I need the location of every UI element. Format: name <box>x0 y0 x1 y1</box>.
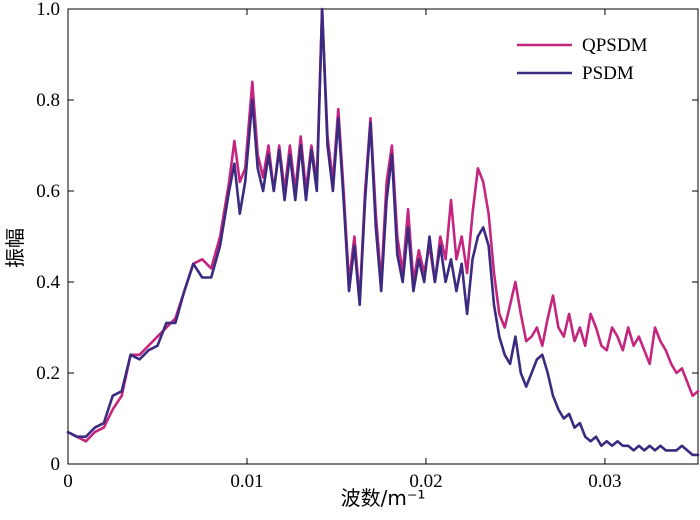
x-tick-label: 0.03 <box>588 471 621 492</box>
x-axis-title: 波数/m⁻¹ <box>341 486 426 510</box>
y-tick-label: 0.8 <box>36 90 60 111</box>
legend-label-psdm: PSDM <box>582 63 634 84</box>
legend-label-qpsdm: QPSDM <box>582 35 648 56</box>
series-layer <box>66 7 700 457</box>
x-tick-label: 0 <box>63 471 73 492</box>
legend: QPSDM PSDM <box>517 35 648 84</box>
y-tick-label: 0.4 <box>36 272 60 293</box>
y-tick-label: 0 <box>51 454 61 475</box>
ticks-layer: 0 0.01 0.02 0.03 0 0.2 0.4 0.6 0.8 1.0 <box>36 0 698 492</box>
x-tick-label: 0.01 <box>230 471 263 492</box>
series-line-psdm <box>66 7 700 457</box>
y-tick-label: 0.6 <box>36 181 60 202</box>
x-tick-label: 0.02 <box>409 471 442 492</box>
plot-frame <box>67 8 699 465</box>
series-line-qpsdm <box>66 7 700 443</box>
y-tick-label: 0.2 <box>36 363 60 384</box>
y-tick-label: 1.0 <box>36 0 60 20</box>
y-axis-title: 振幅 <box>3 228 27 268</box>
